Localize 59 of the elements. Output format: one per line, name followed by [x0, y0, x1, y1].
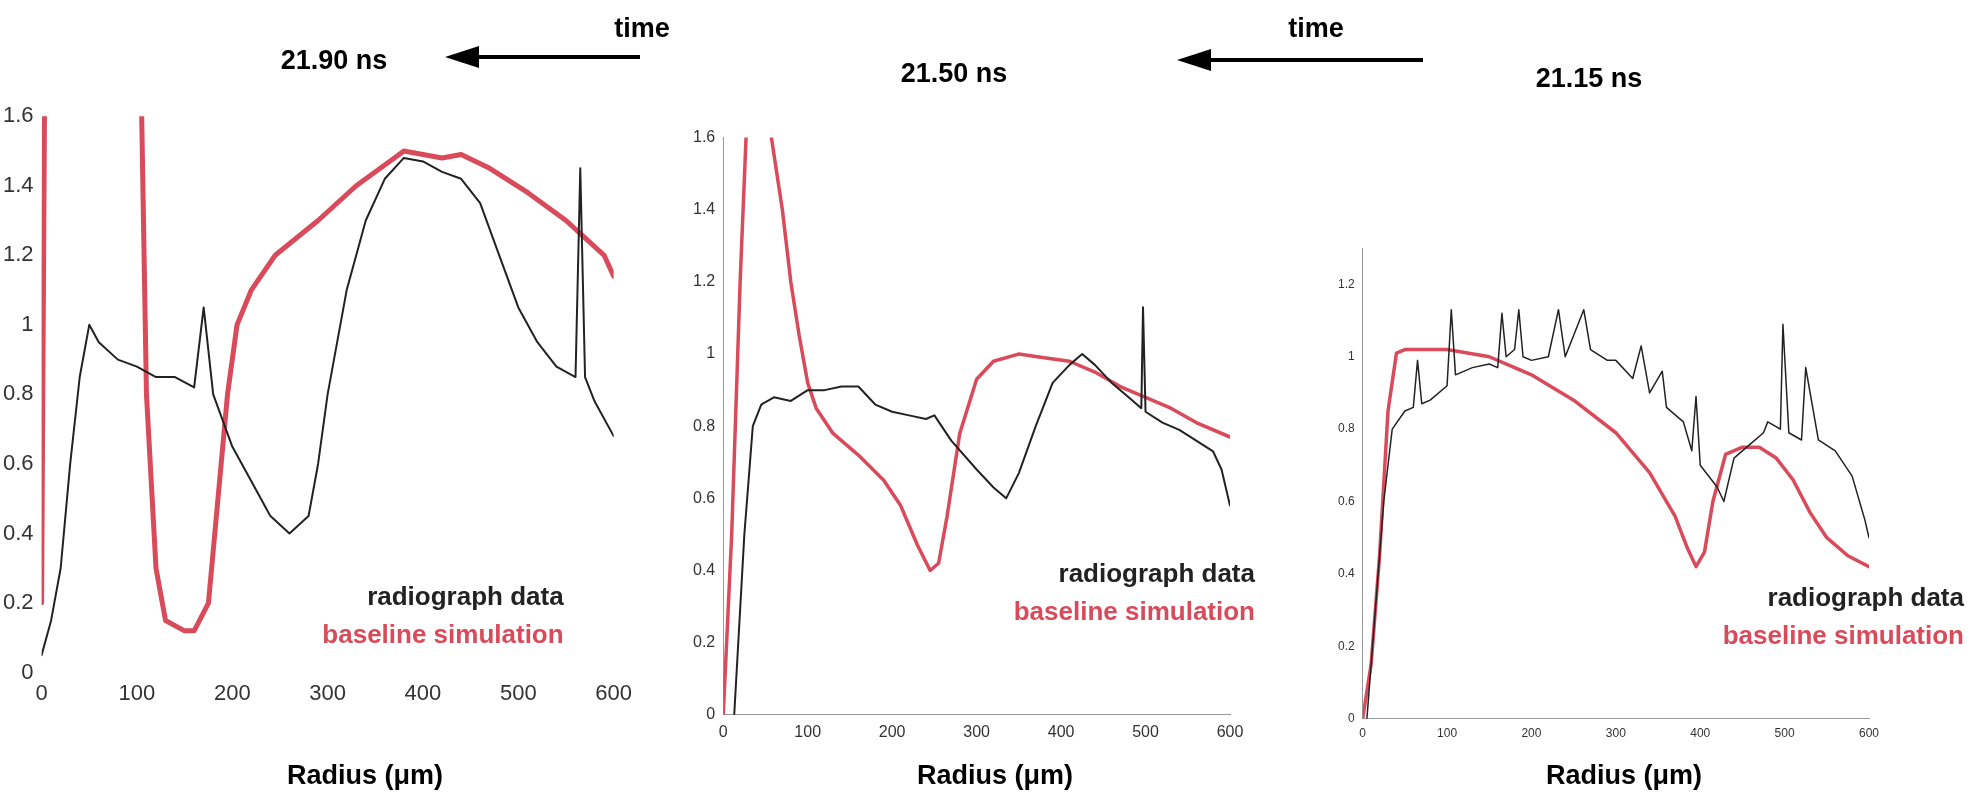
y-tick-label: 0.4	[692, 560, 716, 578]
y-tick-label: 0	[1347, 710, 1355, 725]
x-tick-label: 0	[718, 722, 728, 740]
y-tick-label: 0.2	[692, 633, 716, 651]
y-tick-label: 0	[21, 658, 34, 684]
x-tick-label: 200	[878, 722, 906, 740]
y-tick-label: 0	[706, 705, 716, 723]
x-tick-label: 500	[1774, 726, 1795, 741]
y-tick-label: 1.2	[1337, 276, 1355, 291]
x-tick-label: 500	[499, 679, 537, 705]
x-tick-label: 300	[309, 679, 346, 705]
y-tick-label: 0.6	[692, 488, 716, 506]
text: radiograph data	[1058, 557, 1256, 588]
x-tick-label: 500	[1132, 722, 1159, 740]
y-tick-label: 0.8	[2, 380, 34, 406]
y-tick-label: 0.4	[1337, 566, 1355, 581]
chart-title: 21.90 ns	[280, 44, 388, 76]
chart-title: 21.50 ns	[900, 57, 1008, 89]
y-tick-label: 1.6	[692, 128, 716, 146]
chart-title: 21.15 ns	[1535, 62, 1643, 94]
y-tick-label: 0.8	[1337, 421, 1355, 436]
x-tick-label: 0	[1359, 726, 1367, 741]
x-axis-title: Radius (μm)	[916, 759, 1074, 791]
x-axis-title: Radius (μm)	[1545, 759, 1703, 791]
y-tick-label: 1	[706, 344, 716, 362]
text: time	[614, 12, 670, 44]
text: radiograph data	[367, 580, 565, 611]
x-tick-label: 400	[1047, 722, 1075, 740]
x-tick-label: 600	[595, 679, 633, 705]
y-tick-label: 1.2	[692, 272, 716, 290]
text: radiograph data	[1767, 581, 1965, 612]
x-tick-label: 400	[1690, 726, 1711, 741]
y-tick-label: 1	[1347, 349, 1355, 364]
x-tick-label: 100	[794, 722, 822, 740]
x-tick-label: 600	[1216, 722, 1244, 740]
x-axis-title: Radius (μm)	[286, 759, 444, 791]
y-tick-label: 1.4	[692, 200, 716, 218]
y-tick-label: 1.2	[2, 241, 34, 267]
y-tick-label: 0.6	[2, 450, 34, 476]
text: time	[1288, 12, 1344, 44]
x-tick-label: 400	[404, 679, 442, 705]
y-tick-label: 0.6	[1337, 493, 1355, 508]
x-tick-label: 100	[1437, 726, 1458, 741]
y-tick-label: 1.4	[2, 171, 34, 197]
text: baseline simulation	[1013, 595, 1255, 626]
y-tick-label: 1	[21, 310, 34, 336]
y-tick-label: 1.6	[2, 102, 34, 128]
y-tick-label: 0.2	[1337, 638, 1355, 653]
x-tick-label: 200	[213, 679, 251, 705]
text: baseline simulation	[322, 618, 564, 649]
y-tick-label: 0.8	[692, 416, 716, 434]
x-tick-label: 300	[963, 722, 991, 740]
text: baseline simulation	[1722, 619, 1964, 650]
x-tick-label: 200	[1521, 726, 1542, 741]
x-tick-label: 300	[1605, 726, 1627, 741]
x-tick-label: 100	[118, 679, 156, 705]
x-tick-label: 600	[1858, 726, 1880, 741]
y-tick-label: 0.2	[2, 589, 34, 615]
y-tick-label: 0.4	[2, 519, 34, 545]
